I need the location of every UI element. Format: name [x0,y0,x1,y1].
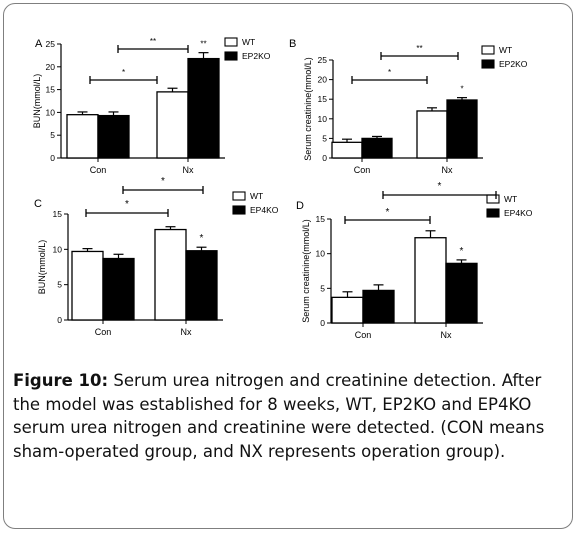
panel-d-significance-label: * [438,181,442,192]
panel-a-bar [156,91,189,159]
panel-c-x-tick-label: Nx [181,327,192,337]
panel-c-bar [185,250,218,321]
panel-b-bar [361,137,393,159]
panel-a-legend-label: EP2KO [242,51,271,61]
panel-d-y-tick-label: 15 [316,214,326,224]
panel-a-legend-label: WT [242,37,255,47]
panel-d-label: D [296,200,304,212]
panel-b-y-tick-label: 10 [318,114,328,124]
panel-a-bar [97,114,130,159]
caption-text: Serum urea nitrogen and creatinine detec… [13,371,545,461]
panel-b-legend-swatch [481,59,495,69]
panel-b-y-tick-label: 5 [322,133,327,143]
panel-d-bar [331,296,364,324]
panel-c-legend-label: EP4KO [250,205,279,215]
panel-a-x-tick-label: Nx [183,165,194,175]
panel-a-x-tick-label: Con [90,165,107,175]
panel-a-significance-label: * [122,68,125,77]
panel-a-significance-label: ** [150,37,156,46]
panel-a-y-tick-label: 0 [50,153,55,163]
panel-c-legend-label: WT [250,191,263,201]
panel-b-bar [446,99,478,159]
panel-c-bar [154,228,187,321]
panel-a-y-axis-label: BUN(mmol/L) [32,74,42,129]
panel-b-y-tick-label: 15 [318,94,328,104]
panel-c-bar-significance: * [200,233,204,244]
panel-b-y-axis-label: Serum creatinine(mmol/L) [303,57,313,161]
panel-a-label: A [35,38,43,50]
panel-c-x-tick-label: Con [95,327,112,337]
panel-a-legend-swatch [224,51,238,61]
panel-c-y-tick-label: 10 [53,244,63,254]
panel-d-bar [362,289,395,324]
panel-a-y-tick-label: 25 [46,39,56,49]
panel-b-legend-label: WT [499,45,512,55]
panel-b-bar [331,141,363,159]
panel-a-bar-significance: ** [200,40,206,49]
caption-label: Figure 10: [13,371,109,390]
panel-c-label: C [34,198,42,210]
panel-c-bar [71,250,104,321]
panel-d-bar [445,262,478,324]
panel-c-bar [102,257,135,321]
panel-d-y-tick-label: 5 [320,283,325,293]
panel-d-bar [414,237,447,324]
panel-d-legend-swatch [486,194,500,204]
panel-b-significance-label: ** [416,44,422,53]
panel-a-bar [66,114,99,159]
panel-a-y-tick-label: 10 [46,107,56,117]
panel-c-y-tick-label: 15 [53,209,63,219]
panel-d-legend-swatch [486,208,500,218]
panel-b-bar [416,110,448,159]
panel-b-y-tick-label: 25 [318,55,328,65]
panel-c-y-axis-label: BUN(mmol/L) [37,240,47,295]
panel-d-x-tick-label: Nx [441,330,452,340]
panel-b-x-tick-label: Nx [442,165,453,175]
panel-b-x-tick-label: Con [354,165,371,175]
panel-d-significance-label: * [386,207,390,218]
panel-d-legend-label: WT [504,194,517,204]
panel-d-legend-label: EP4KO [504,208,533,218]
panel-d-bar-significance: * [460,246,464,257]
panel-b-y-tick-label: 0 [322,153,327,163]
panel-a-bar [187,57,220,159]
panel-d-x-tick-label: Con [355,330,372,340]
panel-b-significance-label: * [388,68,391,77]
panel-a-y-tick-label: 5 [50,130,55,140]
panel-a-y-tick-label: 15 [46,85,56,95]
panel-c-significance-label: * [161,176,165,187]
panel-c-legend-swatch [232,191,246,201]
panel-c-y-tick-label: 0 [57,315,62,325]
panel-a-y-tick-label: 20 [46,62,56,72]
panel-d-y-axis-label: Serum creatinine(mmol/L) [301,219,311,323]
panel-c-y-tick-label: 5 [57,280,62,290]
panel-c-legend-swatch [232,205,246,215]
panel-d-y-tick-label: 10 [316,249,326,259]
panel-a-legend-swatch [224,37,238,47]
panel-b-label: B [289,38,296,50]
panel-b-bar-significance: * [460,85,463,94]
panel-b-legend-swatch [481,45,495,55]
panel-b-legend-label: EP2KO [499,59,528,69]
panel-c-significance-label: * [125,199,129,210]
figure-caption: Figure 10: Serum urea nitrogen and creat… [13,369,568,463]
panel-d-y-tick-label: 0 [320,318,325,328]
panel-b-y-tick-label: 20 [318,75,328,85]
